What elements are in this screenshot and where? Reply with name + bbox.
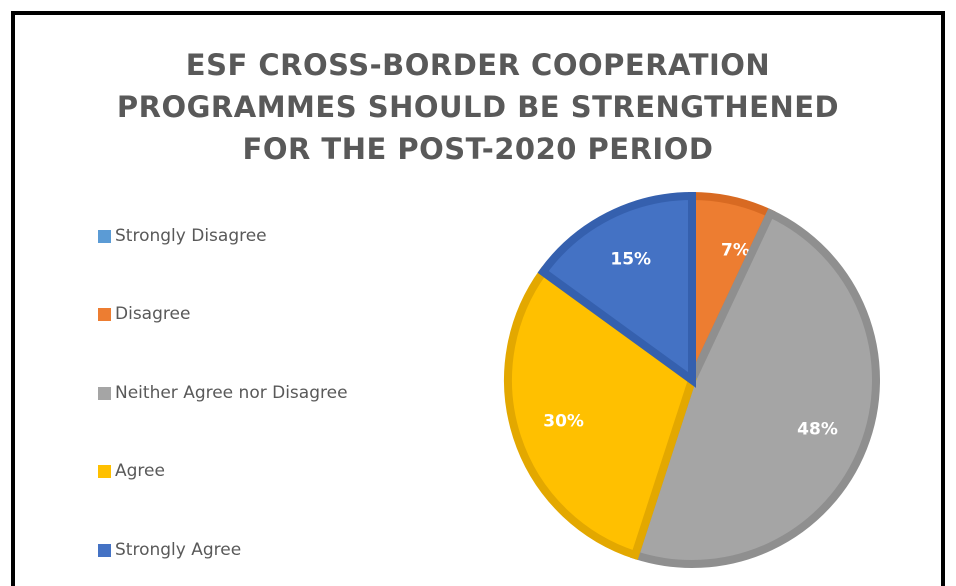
legend-swatch-neither <box>98 387 111 400</box>
data-label-neither-agree-nor-disagree: 48% <box>797 420 838 440</box>
pie-slice-agree[interactable] <box>504 266 697 561</box>
legend-label-agree: Agree <box>115 461 165 481</box>
legend-label-neither: Neither Agree nor Disagree <box>115 383 348 403</box>
pie-slice-strongly-agree[interactable] <box>537 191 696 388</box>
legend-label-strongly-agree: Strongly Agree <box>115 540 242 560</box>
pie-slice-neither-agree-nor-disagree[interactable] <box>630 208 880 568</box>
chart-title-line-2: PROGRAMMES SHOULD BE STRENGTHENED <box>116 90 840 124</box>
data-label-agree: 30% <box>543 412 584 432</box>
legend-swatch-agree <box>98 465 111 478</box>
data-label-disagree: 7% <box>721 240 750 260</box>
legend-label-strongly-disagree: Strongly Disagree <box>115 226 267 246</box>
legend-swatch-strongly-disagree <box>98 230 111 243</box>
chart-title-line-3: FOR THE POST-2020 PERIOD <box>242 132 714 166</box>
legend-swatch-disagree <box>98 308 111 321</box>
legend-swatch-strongly-agree <box>98 544 111 557</box>
legend-label-disagree: Disagree <box>115 304 191 324</box>
chart-title: ESF CROSS-BORDER COOPERATION PROGRAMMES … <box>0 44 956 170</box>
data-label-strongly-agree: 15% <box>610 250 651 270</box>
chart-title-line-1: ESF CROSS-BORDER COOPERATION <box>185 48 771 82</box>
